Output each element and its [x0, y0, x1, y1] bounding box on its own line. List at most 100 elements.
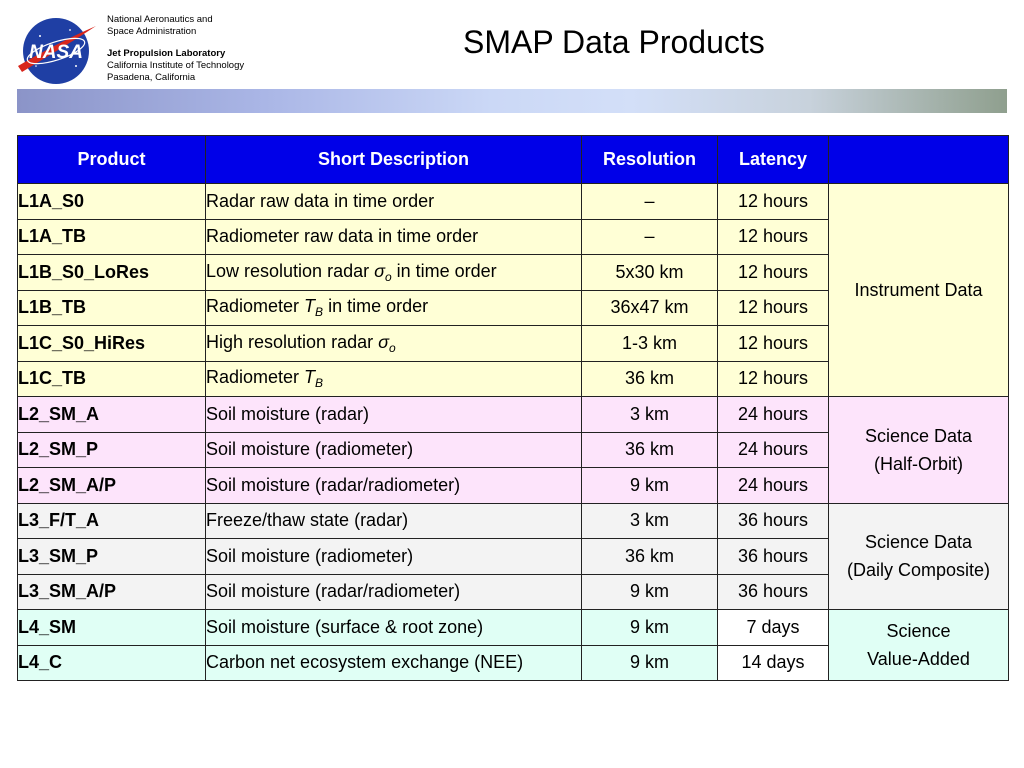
resolution-cell: 36 km	[581, 538, 718, 575]
sigma-symbol: σ	[374, 260, 385, 281]
resolution-cell: 9 km	[581, 573, 718, 610]
latency-cell: 24 hours	[717, 431, 829, 468]
sigma-symbol: σ	[378, 331, 389, 352]
latency-cell: 12 hours	[717, 289, 829, 326]
description-cell: Freeze/thaw state (radar)	[205, 502, 582, 539]
group-label-line-2: (Half-Orbit)	[874, 453, 963, 474]
tb-symbol: T	[304, 367, 316, 388]
lab-line-2: California Institute of Technology	[107, 60, 245, 71]
product-cell: L4_SM	[17, 609, 206, 646]
latency-cell: 12 hours	[717, 254, 829, 291]
page-title: SMAP Data Products	[463, 24, 765, 60]
agency-line-1: National Aeronautics and	[107, 14, 213, 25]
product-cell: L4_C	[17, 644, 206, 681]
group-label-line-1: Science	[886, 621, 951, 641]
group-label-line-2: (Daily Composite)	[846, 560, 991, 581]
product-cell: L1B_S0_LoRes	[17, 254, 206, 291]
description-cell: High resolution radar σo	[205, 325, 582, 362]
description-cell: Soil moisture (radiometer)	[205, 538, 582, 575]
latency-cell: 24 hours	[717, 467, 829, 504]
resolution-cell: –	[581, 218, 718, 255]
latency-cell: 12 hours	[717, 218, 829, 255]
organization-block: National Aeronautics and Space Administr…	[107, 14, 244, 84]
product-cell: L2_SM_A/P	[17, 467, 206, 504]
header-product: Product	[17, 135, 206, 184]
product-cell: L1B_TB	[17, 289, 206, 326]
latency-cell: 7 days	[717, 609, 829, 646]
latency-cell: 12 hours	[717, 360, 829, 397]
latency-cell: 12 hours	[717, 183, 829, 220]
data-products-table: Product Short Description Resolution Lat…	[17, 135, 1009, 681]
group-science-value-added: Science Value-Added	[828, 609, 1009, 681]
description-cell: Carbon net ecosystem exchange (NEE)	[205, 644, 582, 681]
resolution-cell: 36 km	[581, 360, 718, 397]
latency-cell: 36 hours	[717, 538, 829, 575]
group-label-line-1: Science Data	[864, 425, 973, 446]
agency-line-2: Space Administration	[107, 26, 197, 37]
product-cell: L1A_S0	[17, 183, 206, 220]
nasa-logo: NASA	[18, 18, 96, 84]
lab-name: Jet Propulsion Laboratory	[107, 48, 226, 59]
group-label-line-2: Value-Added	[867, 649, 970, 669]
latency-cell: 36 hours	[717, 573, 829, 610]
product-cell: L2_SM_A	[17, 396, 206, 433]
resolution-cell: 36 km	[581, 431, 718, 468]
table-row: L2_SM_A/P Soil moisture (radar/radiomete…	[17, 467, 1009, 504]
description-cell: Soil moisture (radar/radiometer)	[205, 467, 582, 504]
table-header-row: Product Short Description Resolution Lat…	[17, 135, 1009, 184]
group-science-half-orbit: Science Data (Half-Orbit)	[828, 396, 1009, 504]
header-resolution: Resolution	[581, 135, 718, 184]
table-row: L1C_S0_HiRes High resolution radar σo 1-…	[17, 325, 1009, 362]
latency-cell: 24 hours	[717, 396, 829, 433]
table-row: L2_SM_A Soil moisture (radar) 3 km 24 ho…	[17, 396, 1009, 504]
product-cell: L2_SM_P	[17, 431, 206, 468]
resolution-cell: 9 km	[581, 609, 718, 646]
table-row: L1B_TB Radiometer TB in time order 36x47…	[17, 289, 1009, 326]
header-short-description: Short Description	[205, 135, 582, 184]
table-row: L3_F/T_A Freeze/thaw state (radar) 3 km …	[17, 502, 1009, 610]
table-row: L2_SM_P Soil moisture (radiometer) 36 km…	[17, 431, 1009, 468]
resolution-cell: 5x30 km	[581, 254, 718, 291]
header-gradient-band	[17, 89, 1007, 113]
description-cell: Radiometer raw data in time order	[205, 218, 582, 255]
description-cell: Radar raw data in time order	[205, 183, 582, 220]
lab-line-3: Pasadena, California	[107, 72, 196, 83]
group-instrument-data: Instrument Data	[828, 183, 1009, 397]
product-cell: L3_SM_A/P	[17, 573, 206, 610]
description-cell: Low resolution radar σo in time order	[205, 254, 582, 291]
table-row: L3_SM_A/P Soil moisture (radar/radiomete…	[17, 573, 1009, 610]
description-cell: Soil moisture (radar)	[205, 396, 582, 433]
latency-cell: 14 days	[717, 644, 829, 681]
header-latency: Latency	[717, 135, 829, 184]
description-cell: Radiometer TB in time order	[205, 289, 582, 326]
description-cell: Radiometer TB	[205, 360, 582, 397]
product-cell: L1A_TB	[17, 218, 206, 255]
resolution-cell: 9 km	[581, 644, 718, 681]
group-science-daily-composite: Science Data (Daily Composite)	[828, 502, 1009, 610]
product-cell: L3_SM_P	[17, 538, 206, 575]
product-cell: L1C_TB	[17, 360, 206, 397]
resolution-cell: 3 km	[581, 396, 718, 433]
tb-symbol: T	[304, 296, 316, 317]
nasa-logo-text: NASA	[29, 42, 83, 63]
description-cell: Soil moisture (radiometer)	[205, 431, 582, 468]
resolution-cell: 36x47 km	[581, 289, 718, 326]
table-row: L4_C Carbon net ecosystem exchange (NEE)…	[17, 644, 1009, 681]
table-row: L1A_S0 Radar raw data in time order – 12…	[17, 183, 1009, 397]
table-row: L1A_TB Radiometer raw data in time order…	[17, 218, 1009, 255]
latency-cell: 12 hours	[717, 325, 829, 362]
group-label-line-1: Science Data	[864, 532, 973, 553]
product-cell: L1C_S0_HiRes	[17, 325, 206, 362]
product-cell: L3_F/T_A	[17, 502, 206, 539]
table-row: L1C_TB Radiometer TB 36 km 12 hours	[17, 360, 1009, 397]
group-label: Instrument Data	[854, 280, 983, 300]
latency-cell: 36 hours	[717, 502, 829, 539]
description-cell: Soil moisture (surface & root zone)	[205, 609, 582, 646]
table-row: L4_SM Soil moisture (surface & root zone…	[17, 609, 1009, 681]
resolution-cell: 3 km	[581, 502, 718, 539]
table-row: L3_SM_P Soil moisture (radiometer) 36 km…	[17, 538, 1009, 575]
resolution-cell: –	[581, 183, 718, 220]
resolution-cell: 1-3 km	[581, 325, 718, 362]
description-cell: Soil moisture (radar/radiometer)	[205, 573, 582, 610]
resolution-cell: 9 km	[581, 467, 718, 504]
